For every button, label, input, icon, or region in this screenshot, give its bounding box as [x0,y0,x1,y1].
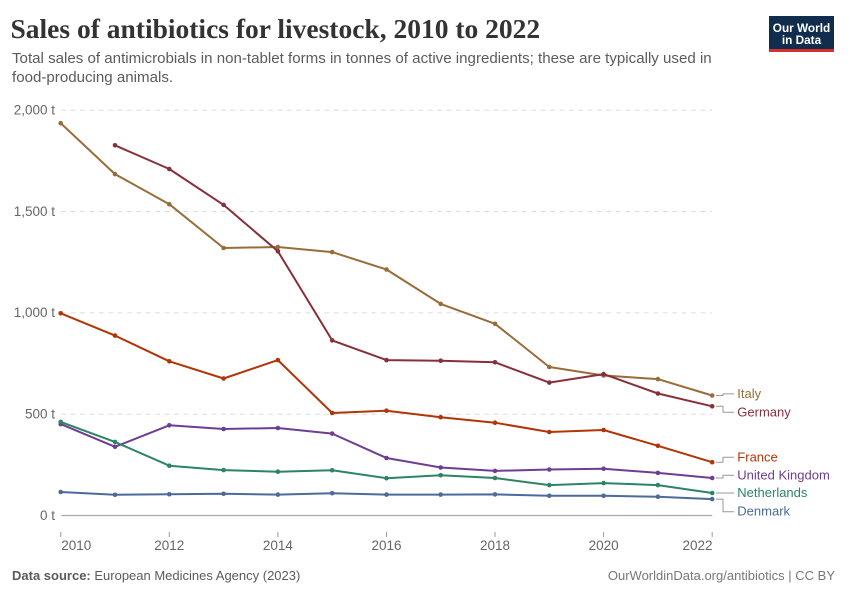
svg-text:France: France [737,449,777,464]
svg-text:2018: 2018 [480,538,510,553]
svg-text:0 t: 0 t [40,508,55,523]
svg-text:1,500 t: 1,500 t [14,204,56,219]
svg-text:2022: 2022 [682,538,712,553]
svg-text:Netherlands: Netherlands [737,485,808,500]
svg-text:United Kingdom: United Kingdom [737,467,830,482]
svg-text:2010: 2010 [61,538,91,553]
svg-text:2020: 2020 [589,538,619,553]
svg-text:Denmark: Denmark [737,504,790,519]
svg-text:1,000 t: 1,000 t [14,305,56,320]
svg-text:Germany: Germany [737,404,791,419]
svg-text:2,000 t: 2,000 t [14,103,56,118]
svg-text:2016: 2016 [371,538,401,553]
svg-text:2012: 2012 [154,538,184,553]
svg-text:500 t: 500 t [25,407,55,422]
svg-text:2014: 2014 [263,538,294,553]
svg-text:Italy: Italy [737,386,761,401]
